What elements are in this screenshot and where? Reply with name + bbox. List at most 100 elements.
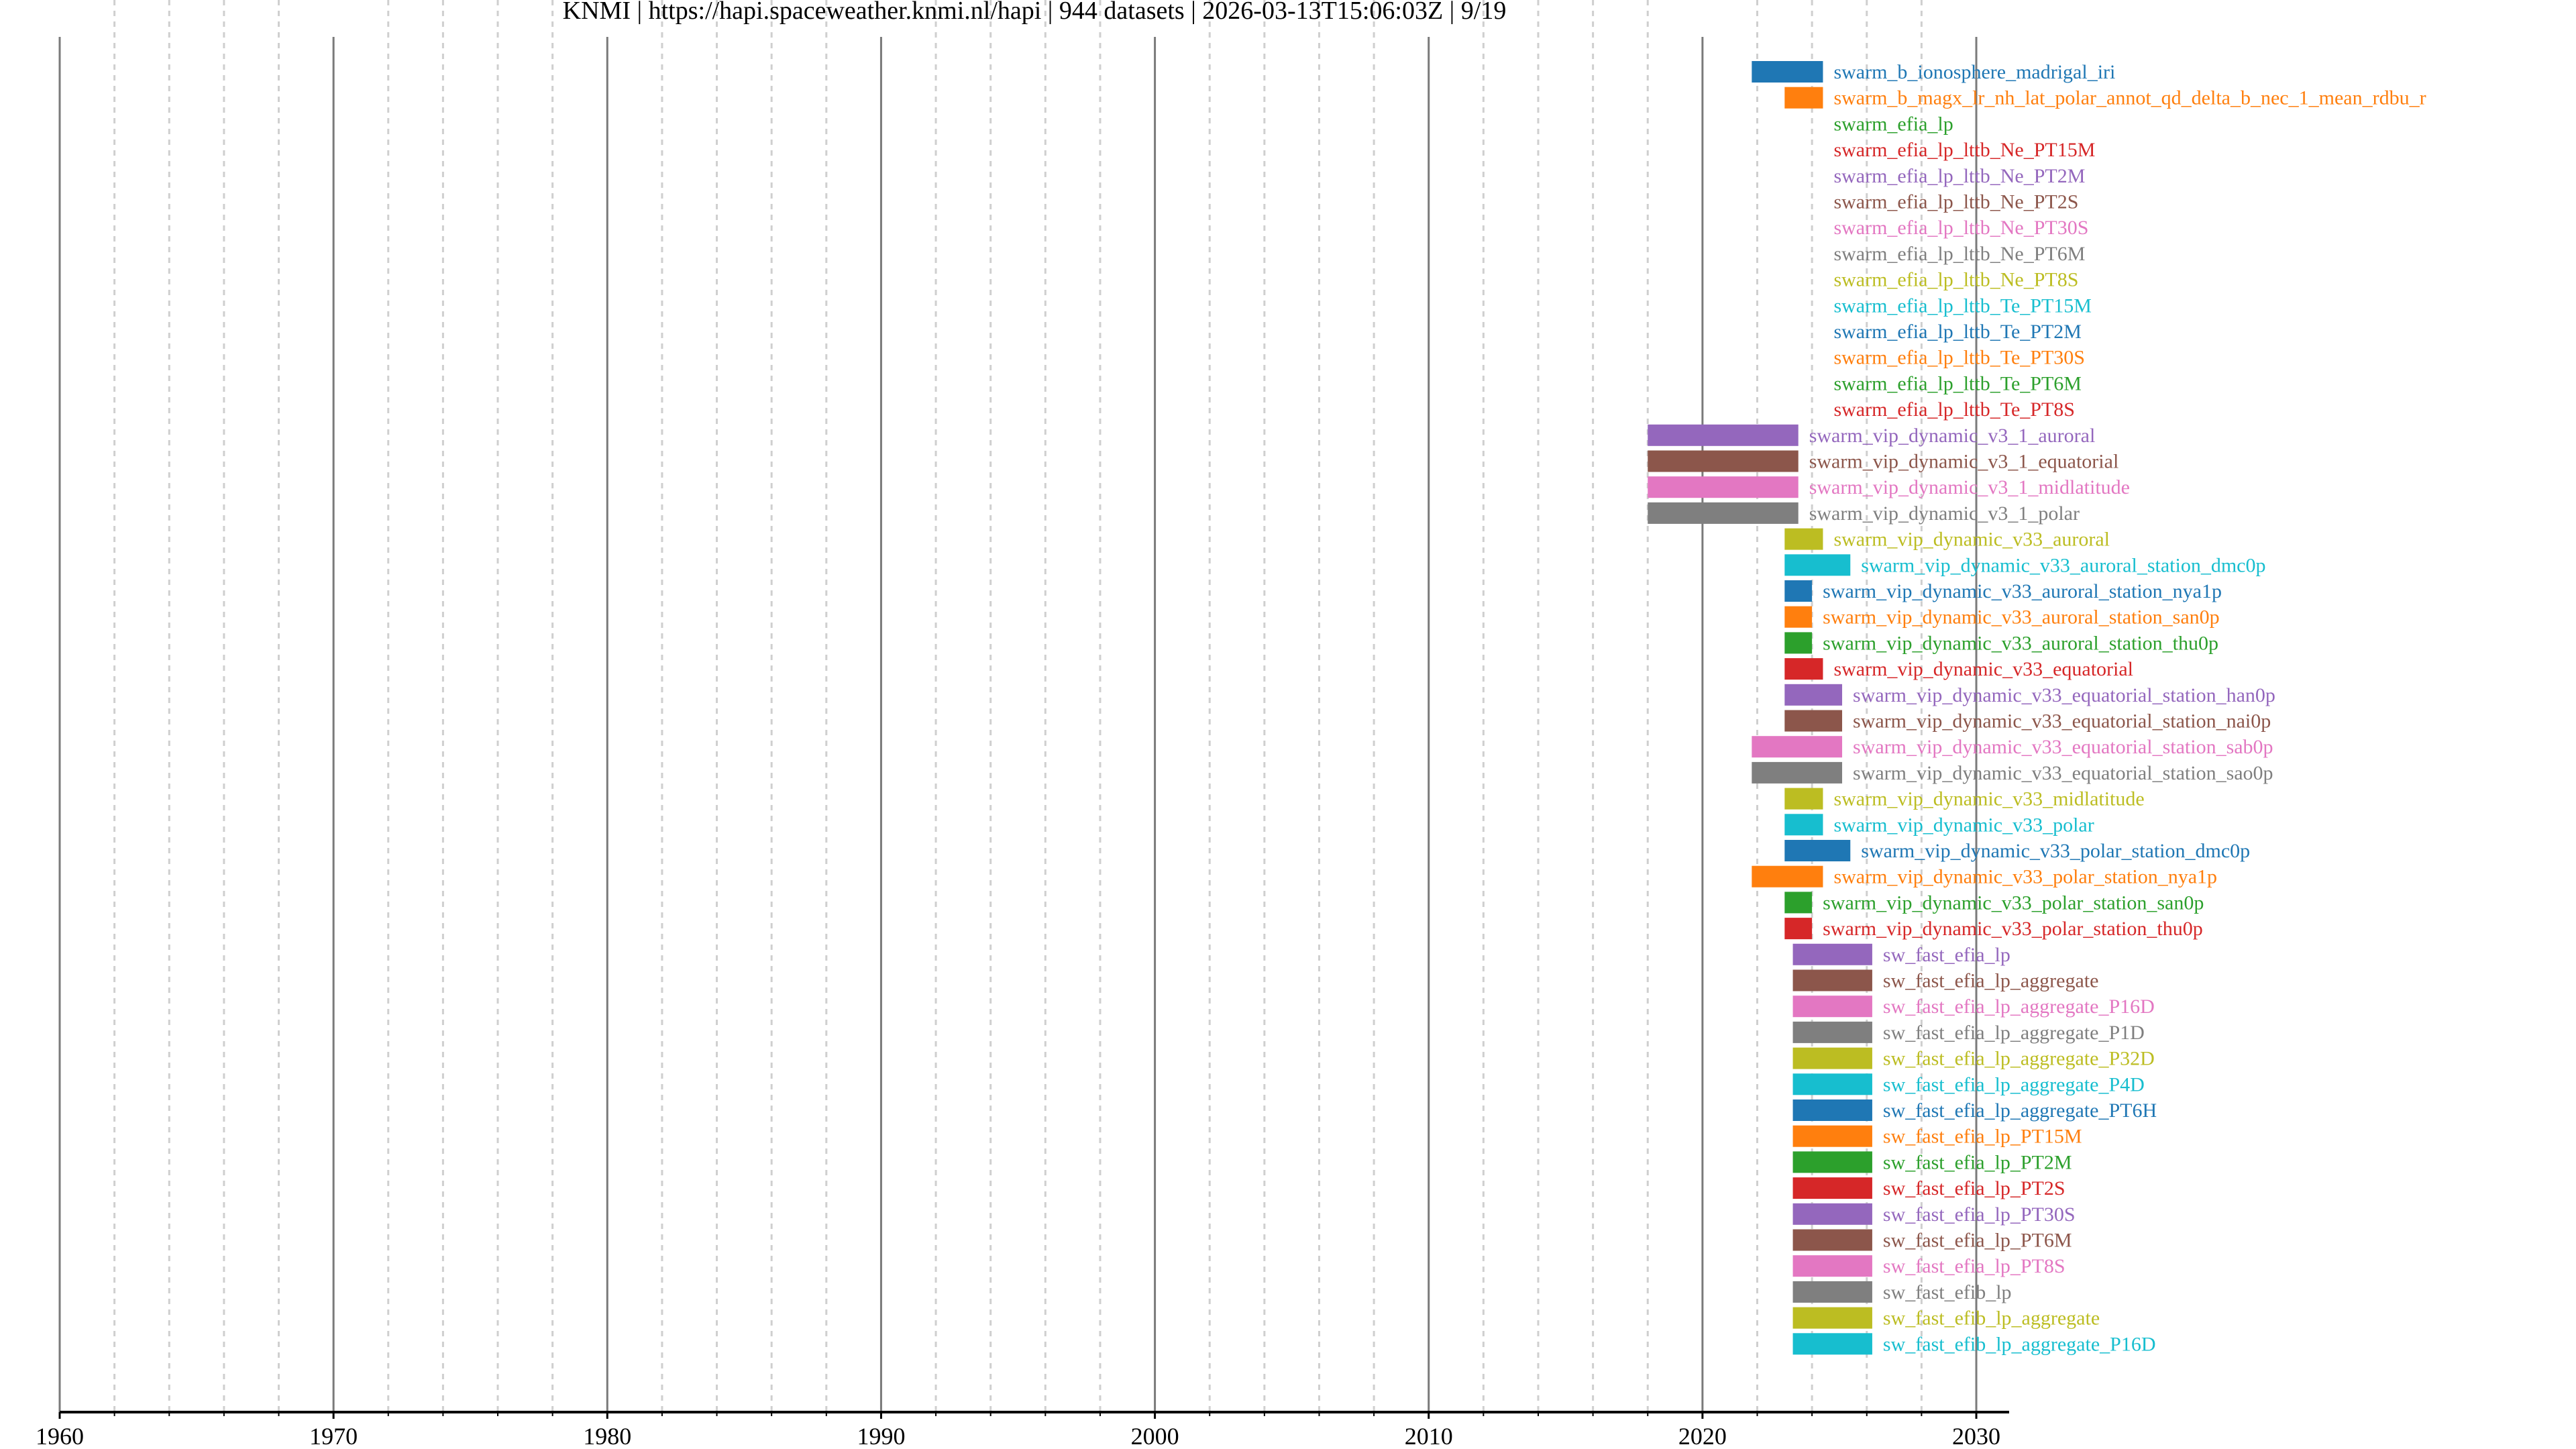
x-tick-label: 1990: [857, 1423, 905, 1449]
x-tick-label: 2010: [1405, 1423, 1453, 1449]
dataset-bar: [1784, 788, 1823, 810]
dataset-label: sw_fast_efib_lp_aggregate: [1883, 1307, 2100, 1330]
dataset-label: swarm_vip_dynamic_v33_auroral_station_ny…: [1823, 580, 2222, 602]
dataset-label: swarm_efia_lp_lttb_Ne_PT30S: [1833, 217, 2088, 239]
dataset-bar: [1792, 996, 1872, 1018]
bars: swarm_b_ionosphere_madrigal_iri swarm_b_m…: [1648, 61, 2426, 1355]
dataset-bar: [1752, 736, 1843, 758]
dataset-label: sw_fast_efia_lp_PT6M: [1883, 1230, 2072, 1252]
grid: [58, 0, 1978, 1412]
dataset-bar: [1784, 840, 1851, 861]
dataset-bar: [1792, 1229, 1872, 1251]
dataset-bar: [1752, 865, 1823, 888]
dataset-label: swarm_efia_lp_lttb_Ne_PT15M: [1833, 139, 2095, 161]
dataset-bar: [1784, 892, 1813, 914]
dataset-label: sw_fast_efia_lp: [1883, 944, 2010, 966]
dataset-label: sw_fast_efia_lp_PT2S: [1883, 1177, 2065, 1199]
dataset-label: swarm_vip_dynamic_v33_polar_station_thu0…: [1823, 918, 2203, 940]
dataset-bar: [1792, 1177, 1872, 1199]
dataset-label: swarm_vip_dynamic_v33_auroral_station_sa…: [1823, 606, 2220, 629]
dataset-label: swarm_efia_lp: [1833, 113, 1953, 135]
dataset-bar: [1792, 1255, 1872, 1277]
x-tick-label: 1960: [36, 1423, 84, 1449]
dataset-bar: [1792, 943, 1872, 965]
dataset-bar: [1648, 450, 1799, 472]
dataset-bar: [1792, 1333, 1872, 1355]
x-axis: 1960 1970 1980 1990 2000 2010 2020 2030: [36, 1411, 2009, 1449]
x-tick-label: 2030: [1952, 1423, 2000, 1449]
dataset-bar: [1792, 1073, 1872, 1095]
dataset-bar: [1784, 918, 1813, 940]
dataset-bar: [1752, 61, 1823, 83]
dataset-label: sw_fast_efia_lp_aggregate_P4D: [1883, 1073, 2145, 1095]
x-tick-label: 2020: [1678, 1423, 1727, 1449]
dataset-bar: [1752, 761, 1843, 784]
dataset-bar: [1792, 1151, 1872, 1173]
dataset-bar: [1784, 658, 1823, 680]
dataset-label: sw_fast_efia_lp_aggregate_P1D: [1883, 1022, 2145, 1044]
dataset-label: sw_fast_efib_lp: [1883, 1281, 2012, 1303]
dataset-label: sw_fast_efia_lp_PT15M: [1883, 1126, 2082, 1148]
dataset-label: swarm_vip_dynamic_v3_1_auroral: [1809, 425, 2096, 447]
dataset-bar: [1784, 606, 1813, 628]
dataset-label: swarm_b_ionosphere_madrigal_iri: [1833, 61, 2115, 83]
dataset-label: sw_fast_efia_lp_aggregate_P16D: [1883, 996, 2155, 1018]
dataset-bar: [1784, 632, 1813, 654]
dataset-label: swarm_vip_dynamic_v3_1_polar: [1809, 502, 2080, 525]
dataset-label: swarm_vip_dynamic_v33_equatorial: [1833, 658, 2133, 680]
dataset-label: swarm_vip_dynamic_v33_polar: [1833, 814, 2094, 836]
dataset-label: swarm_vip_dynamic_v33_polar_station_dmc0…: [1861, 840, 2250, 862]
dataset-label: swarm_vip_dynamic_v33_equatorial_station…: [1853, 736, 2273, 758]
dataset-label: swarm_vip_dynamic_v33_equatorial_station…: [1853, 762, 2273, 784]
dataset-label: sw_fast_efib_lp_aggregate_P16D: [1883, 1333, 2156, 1355]
dataset-label: swarm_vip_dynamic_v33_midlatitude: [1833, 788, 2144, 810]
dataset-bar: [1648, 502, 1799, 524]
dataset-bar: [1784, 528, 1823, 550]
dataset-label: swarm_vip_dynamic_v33_equatorial_station…: [1853, 684, 2275, 706]
dataset-bar: [1648, 424, 1799, 446]
dataset-bar: [1792, 1307, 1872, 1329]
x-tick-label: 1970: [309, 1423, 358, 1449]
dataset-bar: [1648, 476, 1799, 498]
dataset-bar: [1784, 814, 1823, 836]
dataset-bar: [1784, 87, 1823, 109]
dataset-bar: [1792, 1021, 1872, 1043]
dataset-label: swarm_efia_lp_lttb_Te_PT2M: [1833, 321, 2082, 343]
dataset-label: swarm_efia_lp_lttb_Ne_PT6M: [1833, 243, 2085, 265]
dataset-bar: [1792, 1125, 1872, 1147]
dataset-label: swarm_vip_dynamic_v33_polar_station_nya1…: [1833, 866, 2217, 888]
dataset-bar: [1792, 1099, 1872, 1121]
x-tick-label: 2000: [1131, 1423, 1179, 1449]
dataset-bar: [1784, 580, 1813, 602]
dataset-label: swarm_b_magx_lr_nh_lat_polar_annot_qd_de…: [1833, 87, 2426, 109]
dataset-label: swarm_efia_lp_lttb_Ne_PT8S: [1833, 269, 2078, 291]
dataset-label: swarm_efia_lp_lttb_Te_PT30S: [1833, 347, 2085, 369]
chart-title: KNMI | https://hapi.spaceweather.knmi.nl…: [563, 0, 1507, 25]
dataset-label: sw_fast_efia_lp_PT8S: [1883, 1255, 2065, 1277]
dataset-bar: [1792, 1047, 1872, 1069]
dataset-label: swarm_efia_lp_lttb_Ne_PT2M: [1833, 165, 2085, 187]
dataset-label: sw_fast_efia_lp_aggregate: [1883, 970, 2099, 992]
dataset-label: swarm_vip_dynamic_v3_1_equatorial: [1809, 451, 2119, 473]
dataset-label: swarm_vip_dynamic_v33_equatorial_station…: [1853, 710, 2271, 733]
dataset-label: swarm_vip_dynamic_v33_auroral: [1833, 529, 2110, 551]
dataset-label: swarm_vip_dynamic_v3_1_midlatitude: [1809, 476, 2130, 498]
dataset-label: sw_fast_efia_lp_PT2M: [1883, 1151, 2072, 1173]
dataset-label: swarm_efia_lp_lttb_Ne_PT2S: [1833, 191, 2078, 213]
dataset-bar: [1792, 1203, 1872, 1225]
dataset-label: swarm_efia_lp_lttb_Te_PT15M: [1833, 294, 2092, 317]
dataset-label: sw_fast_efia_lp_aggregate_P32D: [1883, 1048, 2155, 1070]
dataset-bar: [1784, 684, 1843, 706]
dataset-label: swarm_efia_lp_lttb_Te_PT8S: [1833, 398, 2075, 421]
x-tick-label: 1980: [583, 1423, 631, 1449]
dataset-label: sw_fast_efia_lp_aggregate_PT6H: [1883, 1099, 2157, 1122]
dataset-bar: [1792, 1281, 1872, 1303]
dataset-label: swarm_vip_dynamic_v33_polar_station_san0…: [1823, 892, 2204, 914]
dataset-bar: [1784, 554, 1851, 576]
dataset-bar: [1792, 969, 1872, 991]
dataset-label: swarm_efia_lp_lttb_Te_PT6M: [1833, 372, 2082, 394]
dataset-label: sw_fast_efia_lp_PT30S: [1883, 1203, 2076, 1226]
dataset-label: swarm_vip_dynamic_v33_auroral_station_dm…: [1861, 554, 2265, 576]
dataset-bar: [1784, 710, 1843, 732]
